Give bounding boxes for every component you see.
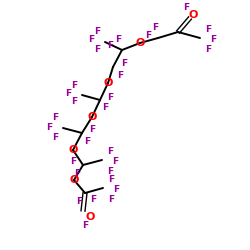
Text: O: O (68, 145, 78, 155)
Text: F: F (82, 222, 88, 230)
Text: F: F (84, 138, 90, 146)
Text: F: F (71, 98, 77, 106)
Text: O: O (188, 10, 198, 20)
Text: F: F (107, 148, 113, 156)
Text: F: F (107, 168, 113, 176)
Text: F: F (107, 42, 113, 50)
Text: F: F (113, 186, 119, 194)
Text: F: F (108, 176, 114, 184)
Text: F: F (107, 92, 113, 102)
Text: F: F (94, 28, 100, 36)
Text: O: O (103, 78, 113, 88)
Text: F: F (108, 196, 114, 204)
Text: F: F (65, 88, 71, 98)
Text: F: F (117, 70, 123, 80)
Text: F: F (89, 126, 95, 134)
Text: F: F (52, 134, 58, 142)
Text: F: F (76, 198, 82, 206)
Text: O: O (69, 175, 79, 185)
Text: O: O (87, 112, 97, 122)
Text: F: F (112, 158, 118, 166)
Text: F: F (210, 36, 216, 44)
Text: F: F (88, 36, 94, 44)
Text: F: F (94, 44, 100, 54)
Text: F: F (145, 30, 151, 40)
Text: F: F (102, 104, 108, 112)
Text: F: F (52, 114, 58, 122)
Text: F: F (205, 46, 211, 54)
Text: F: F (71, 80, 77, 90)
Text: F: F (183, 4, 189, 13)
Text: F: F (121, 60, 127, 68)
Text: O: O (135, 38, 145, 48)
Text: F: F (70, 158, 76, 166)
Text: F: F (152, 22, 158, 32)
Text: F: F (205, 26, 211, 35)
Text: F: F (90, 196, 96, 204)
Text: O: O (85, 212, 95, 222)
Text: F: F (46, 124, 52, 132)
Text: F: F (74, 168, 80, 177)
Text: F: F (115, 34, 121, 43)
